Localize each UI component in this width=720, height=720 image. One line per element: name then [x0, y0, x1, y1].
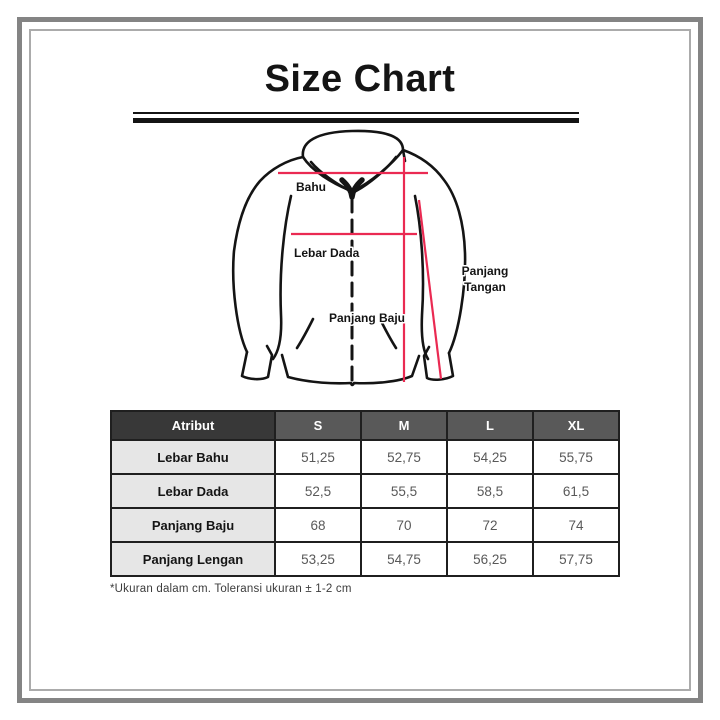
label-chest: Lebar Dada — [294, 246, 360, 260]
collar-v — [339, 177, 365, 200]
cell-value: 74 — [532, 507, 620, 543]
measurement-lines — [278, 157, 443, 382]
sleeve-measure-line — [417, 199, 443, 380]
label-shoulder: Bahu — [296, 180, 326, 194]
inner-border-frame — [29, 29, 691, 691]
title-rule-thin — [133, 112, 579, 114]
right-sleeve — [401, 148, 467, 355]
cell-value: 52,75 — [360, 439, 448, 475]
cell-value: 57,75 — [532, 541, 620, 577]
label-sleeve-line2: Tangan — [464, 280, 506, 294]
row-label: Panjang Baju — [110, 507, 276, 543]
table-row-panjang-baju: Panjang Baju 68 70 72 74 — [110, 507, 620, 543]
right-pocket — [378, 317, 398, 350]
cell-value: 68 — [274, 507, 362, 543]
cell-value: 54,75 — [360, 541, 448, 577]
header-row: Atribut S M L XL — [110, 410, 620, 441]
left-pocket — [295, 317, 315, 350]
table-row-lebar-dada: Lebar Dada 52,5 55,5 58,5 61,5 — [110, 473, 620, 509]
cell-value: 51,25 — [274, 439, 362, 475]
column-header-m: M — [360, 410, 448, 441]
cell-value: 55,75 — [532, 439, 620, 475]
label-body-length: Panjang Baju — [329, 311, 405, 325]
outer-border-frame — [17, 17, 703, 703]
column-header-xl: XL — [532, 410, 620, 441]
hood-outline — [301, 129, 407, 163]
cell-value: 52,5 — [274, 473, 362, 509]
jacket-outline — [231, 129, 467, 387]
table-row-lebar-bahu: Lebar Bahu 51,25 52,75 54,25 55,75 — [110, 439, 620, 475]
size-table: Atribut S M L XL Lebar Bahu 51,25 52,75 … — [110, 410, 620, 577]
cell-value: 56,25 — [446, 541, 534, 577]
row-label: Lebar Bahu — [110, 439, 276, 475]
cell-value: 55,5 — [360, 473, 448, 509]
table-row-panjang-lengan: Panjang Lengan 53,25 54,75 56,25 57,75 — [110, 541, 620, 577]
row-label: Lebar Dada — [110, 473, 276, 509]
column-header-atribut: Atribut — [110, 410, 276, 441]
column-header-l: L — [446, 410, 534, 441]
size-tolerance-note: *Ukuran dalam cm. Toleransi ukuran ± 1-2… — [110, 583, 352, 595]
hoodie-measurement-diagram: Bahu Lebar Dada Panjang Baju Panjang Tan… — [231, 129, 510, 387]
title-rule-thick — [133, 118, 579, 123]
page-title: Size Chart — [264, 58, 456, 100]
column-header-s: S — [274, 410, 362, 441]
row-label: Panjang Lengan — [110, 541, 276, 577]
cell-value: 72 — [446, 507, 534, 543]
label-sleeve-line1: Panjang — [462, 264, 509, 278]
bottom-hem — [280, 353, 421, 387]
left-sleeve — [231, 155, 305, 354]
cell-value: 58,5 — [446, 473, 534, 509]
cell-value: 70 — [360, 507, 448, 543]
cell-value: 53,25 — [274, 541, 362, 577]
cell-value: 54,25 — [446, 439, 534, 475]
cell-value: 61,5 — [532, 473, 620, 509]
